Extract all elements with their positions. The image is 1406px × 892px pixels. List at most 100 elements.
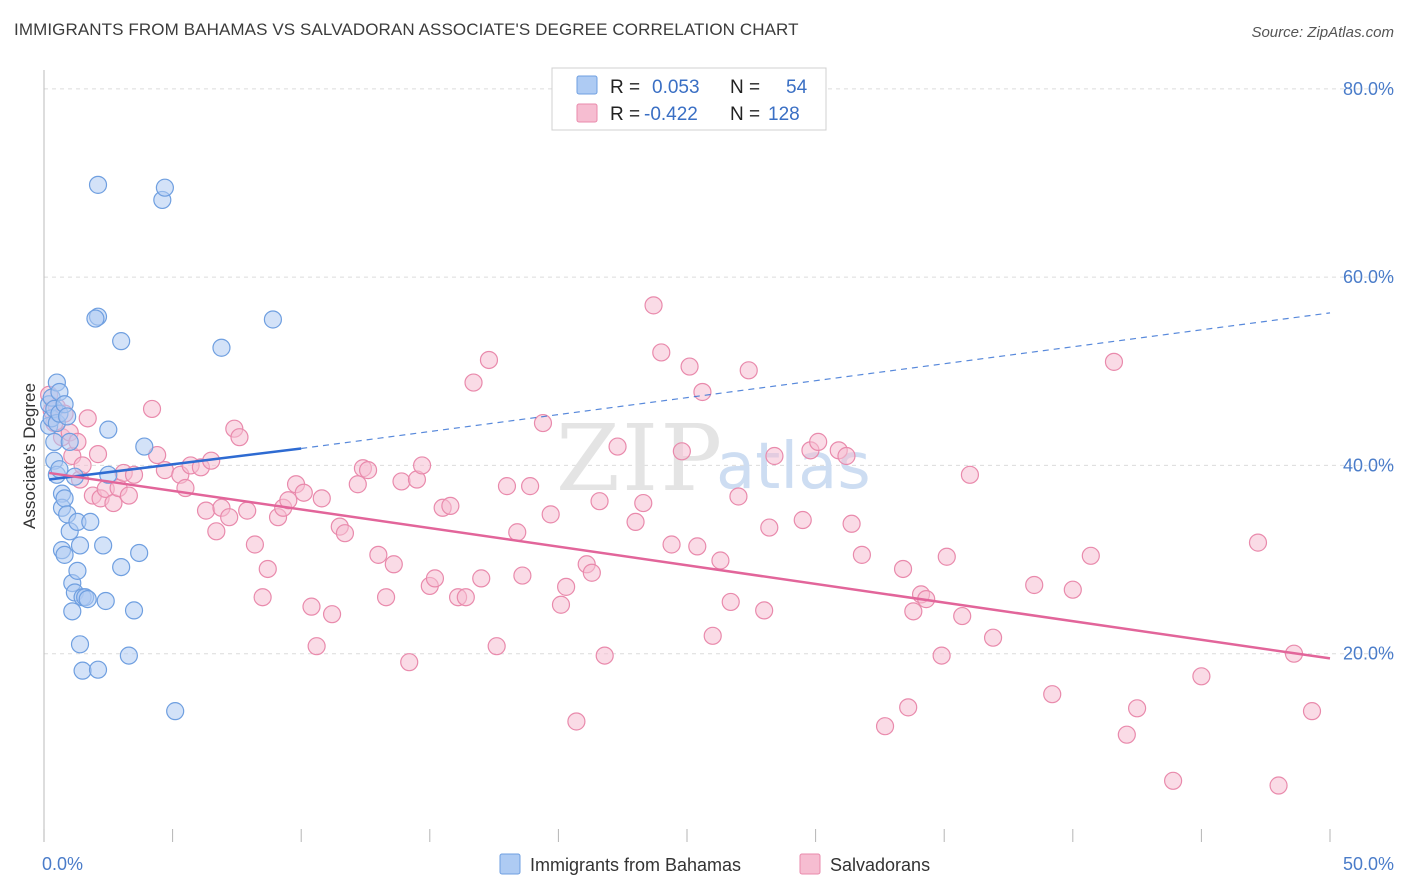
bahamas-point-5 (45, 432, 64, 451)
legend: Immigrants from Bahamas Salvadorans (499, 853, 930, 875)
stats-box: R = 0.053 N = 54 R = -0.422 N = 128 (551, 67, 827, 131)
bahamas-point-24 (63, 602, 82, 621)
salvadoran-point-16 (104, 493, 123, 513)
y-tick-label-60: 60.0% (1343, 267, 1394, 287)
bahamas-point-43 (99, 420, 118, 439)
salvadoran-point-98 (755, 601, 774, 620)
bahamas-point-35 (81, 512, 100, 532)
salvadoran-point-36 (245, 535, 265, 554)
stats-r-label-salvadorans: R = (610, 104, 640, 125)
series-salvadorans-points (40, 296, 1322, 795)
salvadoran-point-123 (1104, 352, 1124, 371)
stats-r-value-bahamas: 0.053 (652, 77, 700, 98)
salvadoran-point-94 (711, 551, 730, 570)
salvadoran-point-122 (1081, 546, 1100, 565)
salvadoran-point-127 (1192, 667, 1211, 686)
y-tick-label-20: 20.0% (1343, 644, 1394, 664)
salvadoran-point-99 (760, 518, 779, 537)
bahamas-point-34 (78, 590, 97, 609)
salvadoran-point-119 (1025, 575, 1044, 595)
salvadoran-point-71 (508, 523, 527, 542)
salvadoran-point-73 (521, 477, 540, 496)
bahamas-point-38 (88, 660, 108, 679)
salvadoran-point-77 (557, 577, 576, 596)
salvadoran-point-68 (479, 350, 499, 370)
salvadoran-point-100 (765, 446, 784, 466)
stats-box-frame (551, 67, 827, 131)
salvadoran-point-63 (441, 496, 460, 515)
bahamas-point-27 (68, 561, 87, 580)
x-tick-label-50: 50.0% (1343, 854, 1394, 874)
bahamas-point-37 (86, 309, 105, 328)
y-axis-label: Associate's Degree (20, 383, 39, 529)
salvadoran-point-50 (348, 475, 367, 494)
bahamas-point-17 (55, 545, 74, 564)
salvadoran-point-52 (358, 461, 378, 480)
y-tick-label-40: 40.0% (1343, 455, 1394, 475)
salvadoran-point-106 (842, 514, 861, 533)
salvadoran-point-59 (412, 456, 432, 475)
salvadoran-point-55 (384, 555, 403, 574)
watermark-zip: ZIP (556, 405, 724, 512)
trend-bahamas (48, 447, 302, 481)
bahamas-point-49 (135, 437, 154, 456)
bahamas-point-53 (212, 338, 231, 357)
salvadoran-point-89 (672, 442, 691, 461)
salvadoran-point-103 (809, 432, 828, 451)
bahamas-point-41 (96, 591, 115, 611)
salvadoran-point-61 (425, 569, 445, 588)
salvadoran-point-124 (1117, 725, 1136, 744)
stats-n-value-bahamas: 54 (786, 77, 808, 98)
bahamas-point-31 (73, 661, 92, 680)
source-label: Source: ZipAtlas.com (1251, 24, 1394, 41)
salvadoran-point-91 (688, 537, 707, 556)
stats-n-label-bahamas: N = (730, 77, 760, 98)
salvadoran-point-92 (693, 382, 712, 402)
trend-salvadorans (48, 471, 1331, 660)
salvadoran-point-57 (400, 653, 419, 672)
salvadoran-point-95 (721, 592, 740, 612)
salvadoran-point-13 (88, 445, 108, 464)
salvadoran-point-45 (307, 637, 326, 656)
salvadoran-point-49 (335, 524, 355, 543)
stats-n-value-salvadorans: 128 (768, 104, 800, 125)
salvadoran-point-128 (1248, 533, 1268, 552)
salvadoran-point-70 (497, 477, 517, 496)
salvadoran-point-125 (1127, 699, 1147, 718)
bahamas-point-51 (155, 178, 174, 197)
series-bahamas-points (40, 175, 283, 721)
salvadoran-point-86 (644, 296, 663, 315)
stats-swatch-salvadorans (576, 103, 598, 123)
salvadoran-point-67 (472, 569, 491, 588)
salvadoran-point-118 (983, 628, 1003, 647)
salvadoran-point-87 (652, 343, 671, 362)
salvadoran-point-66 (464, 373, 483, 392)
salvadoran-point-130 (1269, 776, 1288, 795)
salvadoran-point-74 (533, 413, 553, 433)
salvadoran-point-97 (739, 361, 758, 380)
salvadoran-point-28 (196, 501, 216, 520)
salvadoran-point-93 (703, 626, 722, 645)
salvadoran-point-32 (220, 508, 239, 527)
salvadoran-point-114 (932, 646, 951, 665)
salvadoran-point-78 (567, 712, 586, 731)
bahamas-point-46 (119, 646, 138, 665)
salvadoran-point-126 (1164, 771, 1183, 790)
salvadoran-point-131 (1302, 702, 1322, 721)
legend-swatch-salvadorans (799, 853, 821, 875)
x-tick-label-0: 0.0% (42, 854, 83, 874)
salvadoran-point-88 (662, 535, 681, 554)
salvadoran-point-110 (899, 698, 918, 717)
bahamas-point-54 (263, 310, 283, 329)
salvadoran-point-22 (148, 445, 167, 465)
salvadoran-point-11 (78, 409, 97, 428)
salvadoran-point-80 (582, 563, 601, 582)
salvadoran-point-111 (904, 602, 923, 621)
salvadoran-point-107 (852, 545, 871, 564)
salvadoran-point-121 (1063, 580, 1082, 599)
trend-lines (48, 312, 1331, 660)
bahamas-point-21 (60, 432, 79, 451)
salvadoran-point-21 (142, 399, 162, 419)
salvadoran-point-85 (634, 493, 653, 513)
